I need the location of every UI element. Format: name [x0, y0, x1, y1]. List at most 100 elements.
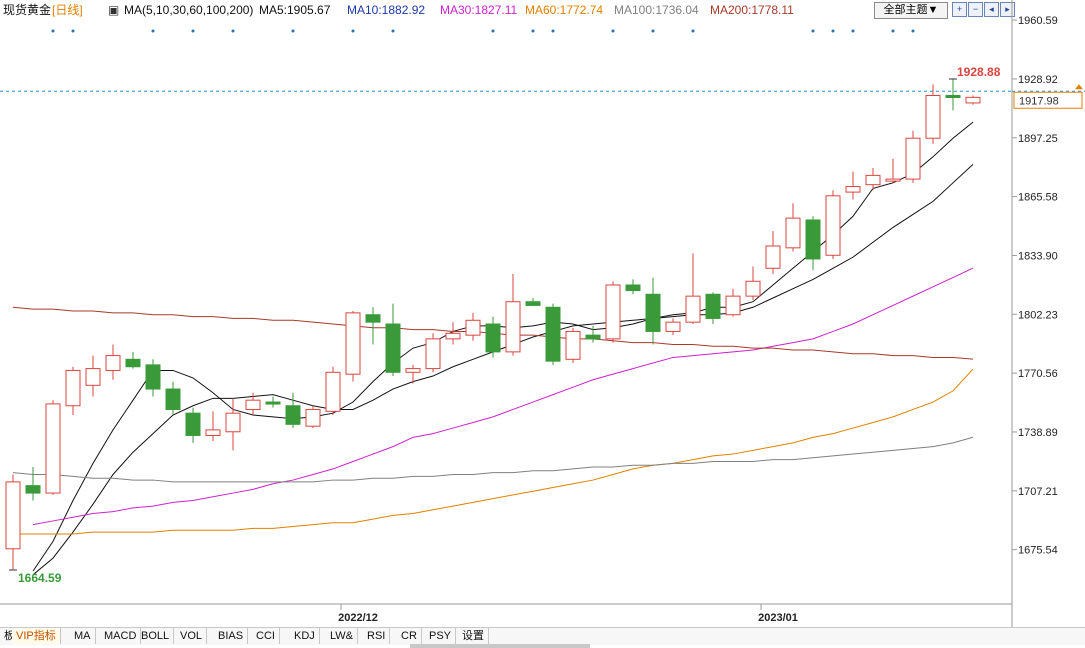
candle[interactable]	[405, 364, 421, 384]
candle[interactable]	[885, 158, 901, 183]
candle[interactable]	[465, 312, 481, 341]
candle[interactable]	[805, 216, 821, 271]
indicator-tab[interactable]: KDJ	[290, 628, 320, 644]
candle[interactable]	[905, 130, 921, 183]
event-marker-dot[interactable]	[51, 29, 55, 33]
indicator-tab[interactable]: BIAS	[214, 628, 249, 644]
indicator-tab[interactable]: VIP指标	[12, 628, 61, 644]
candle[interactable]	[565, 327, 581, 364]
candle[interactable]	[225, 398, 241, 451]
candle[interactable]	[785, 203, 801, 252]
zoom-out-icon[interactable]: −	[968, 2, 983, 17]
candle[interactable]	[645, 277, 661, 345]
scroll-left-icon[interactable]: ◂	[984, 2, 999, 17]
event-marker-dot[interactable]	[531, 29, 535, 33]
candle[interactable]	[445, 322, 461, 345]
event-marker-dot[interactable]	[151, 29, 155, 33]
candle[interactable]	[705, 292, 721, 325]
candle[interactable]	[365, 307, 381, 345]
candle-body	[585, 334, 601, 340]
candle[interactable]	[65, 366, 81, 416]
event-marker-dot[interactable]	[891, 29, 895, 33]
candle[interactable]	[965, 95, 981, 105]
event-marker-dot[interactable]	[351, 29, 355, 33]
event-marker-dot[interactable]	[551, 29, 555, 33]
candle[interactable]	[845, 171, 861, 200]
event-marker-dot[interactable]	[691, 29, 695, 33]
event-marker-dot[interactable]	[611, 29, 615, 33]
candle[interactable]	[25, 467, 41, 501]
indicator-tab[interactable]: PSY	[425, 628, 457, 644]
candle[interactable]	[625, 279, 641, 295]
candle[interactable]	[45, 400, 61, 495]
candle[interactable]	[165, 381, 181, 416]
indicator-tab[interactable]: LW&	[326, 628, 359, 644]
candle[interactable]	[85, 355, 101, 397]
indicator-tab[interactable]: BOLL	[137, 628, 175, 644]
candle-body	[225, 412, 241, 433]
candle[interactable]	[925, 84, 941, 144]
theme-dropdown-button[interactable]: 全部主题▼	[874, 2, 948, 19]
ma-line-ma5	[32, 121, 974, 572]
indicator-tab[interactable]: RSI	[363, 628, 391, 644]
candle-body	[385, 323, 401, 373]
candle[interactable]	[265, 396, 281, 408]
event-marker-dot[interactable]	[911, 29, 915, 33]
candle[interactable]	[865, 167, 881, 191]
candlestick-chart[interactable]: 1960.59 1928.92 1897.25 1865.58 1833.90 1802.…	[0, 0, 1085, 627]
event-marker-dot[interactable]	[851, 29, 855, 33]
indicator-tab[interactable]: CCI	[252, 628, 280, 644]
candle[interactable]	[485, 316, 501, 358]
candle[interactable]	[585, 325, 601, 343]
candle[interactable]	[5, 474, 21, 570]
candle[interactable]	[605, 281, 621, 343]
candle[interactable]	[765, 231, 781, 274]
candle[interactable]	[385, 303, 401, 377]
event-marker-dot[interactable]	[831, 29, 835, 33]
candle[interactable]	[665, 318, 681, 336]
event-marker-dot[interactable]	[651, 29, 655, 33]
candle[interactable]	[285, 392, 301, 429]
candle-body	[685, 295, 701, 323]
candle[interactable]	[525, 297, 541, 306]
event-marker-dot[interactable]	[191, 29, 195, 33]
zoom-in-icon[interactable]: +	[952, 2, 967, 17]
candle[interactable]	[685, 253, 701, 325]
candle[interactable]	[745, 266, 761, 300]
candle[interactable]	[205, 411, 221, 442]
candle[interactable]	[825, 190, 841, 259]
indicator-tab[interactable]: VOL	[176, 628, 208, 644]
indicator-tab[interactable]: MACD	[100, 628, 142, 644]
candle-body	[445, 332, 461, 340]
candle-body	[745, 280, 761, 297]
event-marker-dot[interactable]	[291, 29, 295, 33]
event-marker-dot[interactable]	[491, 29, 495, 33]
scroll-right-icon[interactable]: ▸	[1000, 2, 1015, 17]
candle[interactable]	[505, 273, 521, 356]
indicator-tab[interactable]: CR	[397, 628, 422, 644]
event-marker-dot[interactable]	[231, 29, 235, 33]
candle[interactable]	[245, 392, 261, 416]
event-marker-dot[interactable]	[811, 29, 815, 33]
candle[interactable]	[145, 359, 161, 397]
candle[interactable]	[425, 333, 441, 373]
period-label[interactable]: [日线]	[52, 3, 83, 17]
candle[interactable]	[345, 311, 361, 382]
indicator-tab[interactable]: 设置	[458, 628, 489, 644]
event-marker-dot[interactable]	[71, 29, 75, 33]
candle[interactable]	[305, 405, 321, 429]
candle[interactable]	[185, 407, 201, 443]
indicator-tab[interactable]: MA	[70, 628, 96, 644]
candle[interactable]	[105, 344, 121, 380]
candle[interactable]	[125, 351, 141, 369]
event-marker-dot[interactable]	[391, 29, 395, 33]
horizontal-scrollbar[interactable]	[410, 644, 590, 648]
candle[interactable]	[945, 79, 961, 111]
candle[interactable]	[725, 288, 741, 317]
candle[interactable]	[545, 303, 561, 365]
candle-body	[405, 368, 421, 373]
candle-body	[525, 301, 541, 306]
candle-body	[305, 408, 321, 427]
ma60-value: MA60:1772.74	[525, 3, 604, 17]
candle[interactable]	[325, 366, 341, 416]
